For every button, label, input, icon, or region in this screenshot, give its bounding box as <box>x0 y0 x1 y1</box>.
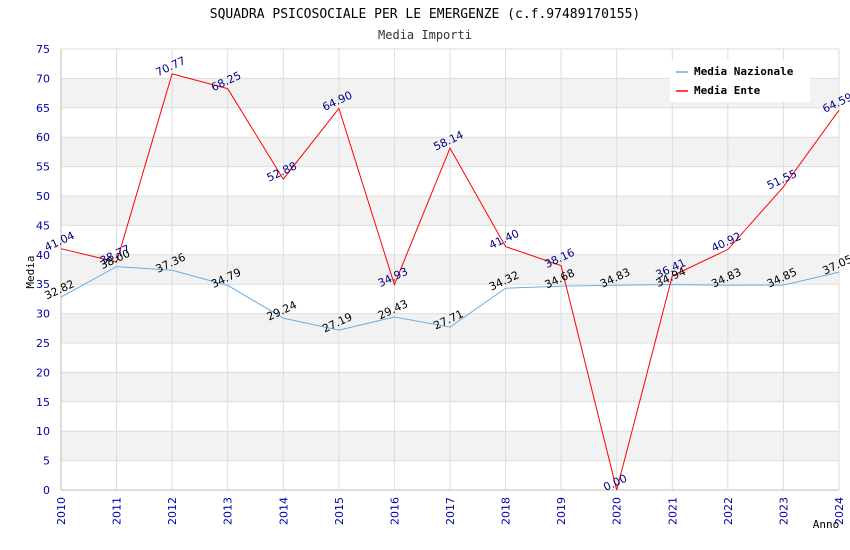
series-layer <box>60 73 840 491</box>
y-tick-label: 45 <box>36 219 50 232</box>
y-tick-label: 0 <box>43 484 50 497</box>
x-tick-label: 2010 <box>55 497 68 525</box>
data-label-ente: 70.77 <box>154 54 188 79</box>
y-tick-label: 25 <box>36 337 50 350</box>
data-label-ente: 0.00 <box>601 472 629 494</box>
y-tick-label: 20 <box>36 366 50 379</box>
legend-label-ente: Media Ente <box>694 84 761 97</box>
y-tick-label: 5 <box>43 455 50 468</box>
legend-background <box>670 60 810 102</box>
series-line-nazionale <box>60 266 840 331</box>
x-tick-label: 2024 <box>833 497 846 525</box>
x-tick-label: 2020 <box>611 497 624 525</box>
x-tick-label: 2012 <box>166 497 179 525</box>
data-label-ente: 41.40 <box>487 227 521 252</box>
y-tick-label: 75 <box>36 43 50 56</box>
y-tick-label: 55 <box>36 161 50 174</box>
x-tick-label: 2014 <box>277 497 290 525</box>
y-tick-label: 40 <box>36 249 50 262</box>
x-tick-label: 2023 <box>777 497 790 525</box>
x-tick-label: 2022 <box>722 497 735 525</box>
x-tick-label: 2016 <box>388 497 401 525</box>
axes: 0 5 10 15 20 25 30 35 40 45 50 55 60 65 70 75 2010 2011 20… <box>36 43 846 525</box>
y-tick-label: 15 <box>36 396 50 409</box>
chart-title: SQUADRA PSICOSOCIALE PER LE EMERGENZE (c… <box>210 7 640 22</box>
x-axis-label: Anno <box>813 518 840 531</box>
y-tick-label: 65 <box>36 102 50 115</box>
y-tick-label: 30 <box>36 308 50 321</box>
y-tick-label: 50 <box>36 190 50 203</box>
y-tick-label: 70 <box>36 72 50 85</box>
x-tick-label: 2021 <box>666 497 679 525</box>
x-tick-label: 2018 <box>500 497 513 525</box>
legend: Media Nazionale Media Ente <box>670 60 810 102</box>
y-tick-label: 35 <box>36 278 50 291</box>
legend-label-nazionale: Media Nazionale <box>694 65 794 78</box>
series-line-ente <box>60 73 840 491</box>
data-label-ente: 41.04 <box>42 229 76 254</box>
chart-subtitle: Media Importi <box>378 28 472 42</box>
y-axis-label: Media <box>24 255 37 288</box>
grid <box>60 48 840 491</box>
x-tick-label: 2015 <box>333 497 346 525</box>
data-label-ente: 40.92 <box>709 230 743 255</box>
x-tick-label: 2019 <box>555 497 568 525</box>
y-tick-label: 60 <box>36 131 50 144</box>
x-tick-label: 2017 <box>444 497 457 525</box>
x-tick-label: 2011 <box>111 497 124 525</box>
y-tick-label: 10 <box>36 425 50 438</box>
x-tick-label: 2013 <box>222 497 235 525</box>
